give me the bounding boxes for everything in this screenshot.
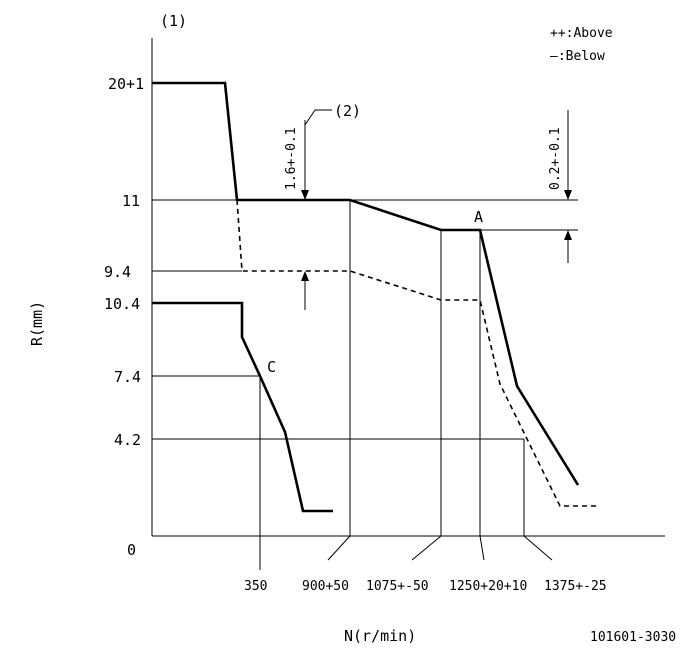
dim-right-arrow-down (564, 190, 572, 200)
point-c-label: C (267, 358, 276, 376)
x-tick-350: 350 (244, 579, 267, 594)
dim-left-label: 1.6+-0.1 (284, 127, 299, 190)
leader-1250 (479, 535, 485, 561)
y-tick-11: 11 (122, 192, 140, 210)
dim-left-arrow-up (301, 271, 309, 281)
legend-above: ++:Above (550, 26, 613, 41)
leader-1075 (411, 535, 442, 561)
dim-right-arrow-up (564, 230, 572, 240)
y-axis-title: R(mm) (28, 301, 46, 346)
label-2: (2) (334, 102, 361, 120)
leader-label-2 (304, 109, 332, 126)
leader-900 (327, 535, 351, 561)
y-tick-7-4: 7.4 (114, 368, 141, 386)
y-tick-20: 20+1 (108, 75, 144, 93)
drawing-number: 101601-3030 (590, 630, 676, 645)
curve-upper-below (236, 199, 600, 507)
leader-1375 (523, 535, 553, 561)
y-tick-4-2: 4.2 (114, 431, 141, 449)
x-axis-title: N(r/min) (344, 627, 416, 645)
y-tick-9-4: 9.4 (104, 263, 131, 281)
point-a-label: A (474, 208, 483, 226)
y-tick-0: 0 (127, 541, 136, 559)
dim-right-label: 0.2+-0.1 (548, 127, 563, 190)
x-tick-900: 900+50 (302, 579, 349, 594)
dim-left-arrow-down (301, 190, 309, 200)
legend-below: —:Below (550, 49, 605, 64)
y-tick-10-4: 10.4 (104, 295, 140, 313)
x-tick-1375: 1375+-25 (544, 579, 607, 594)
curve-upper-above (152, 81, 580, 486)
label-1: (1) (160, 12, 187, 30)
x-tick-1075: 1075+-50 (366, 579, 429, 594)
x-tick-1250: 1250+20+10 (449, 579, 527, 594)
curve-lower (152, 301, 333, 513)
